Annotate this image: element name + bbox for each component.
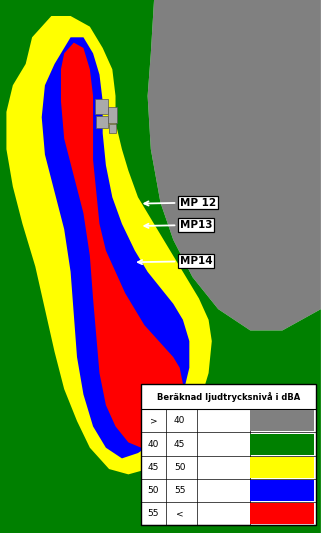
Text: 50: 50 bbox=[174, 463, 186, 472]
Polygon shape bbox=[6, 16, 212, 474]
Bar bbox=[250, 433, 315, 455]
Text: 55: 55 bbox=[174, 486, 186, 495]
Bar bbox=[250, 457, 315, 478]
Text: 45: 45 bbox=[148, 463, 159, 472]
Bar bbox=[250, 410, 315, 431]
Bar bbox=[96, 116, 108, 128]
Text: <: < bbox=[176, 509, 184, 518]
FancyBboxPatch shape bbox=[141, 384, 316, 525]
Text: MP 12: MP 12 bbox=[144, 198, 216, 207]
Bar bbox=[250, 503, 315, 524]
Text: >: > bbox=[150, 416, 157, 425]
Text: 40: 40 bbox=[174, 416, 185, 425]
Bar bbox=[108, 107, 117, 123]
Text: MP14: MP14 bbox=[138, 256, 212, 266]
Bar bbox=[109, 124, 116, 133]
Text: 55: 55 bbox=[148, 509, 159, 518]
Text: 40: 40 bbox=[148, 440, 159, 449]
Text: Beräknad ljudtrycksnivå i dBA: Beräknad ljudtrycksnivå i dBA bbox=[157, 392, 300, 401]
Bar bbox=[250, 480, 315, 501]
Text: 50: 50 bbox=[148, 486, 159, 495]
Text: MP13: MP13 bbox=[144, 220, 212, 230]
Bar bbox=[95, 99, 108, 114]
Polygon shape bbox=[61, 43, 183, 448]
Text: 45: 45 bbox=[174, 440, 185, 449]
Polygon shape bbox=[42, 37, 189, 458]
Polygon shape bbox=[148, 0, 321, 330]
